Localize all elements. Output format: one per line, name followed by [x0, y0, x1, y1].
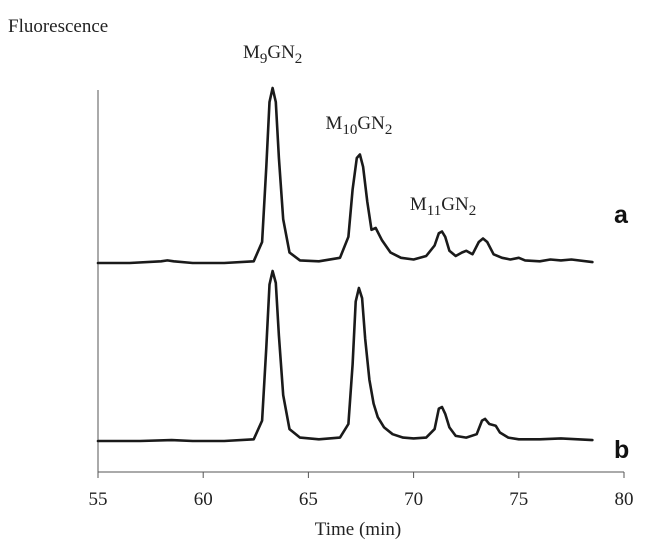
x-axis-tick-labels: 55 60 65 70 75 80 [89, 489, 634, 510]
x-axis-ticks [97, 472, 625, 478]
x-tick-label: 60 [194, 489, 213, 510]
peak-label: M9GN2 [243, 42, 302, 67]
peak-labels: M9GN2 M10GN2 M11GN2 [243, 42, 476, 219]
peak-label: M11GN2 [410, 194, 476, 219]
trace-a [96, 86, 594, 265]
x-tick-label: 65 [299, 489, 318, 510]
x-tick-label: 75 [509, 489, 528, 510]
x-axis-label: Time (min) [315, 519, 401, 540]
y-axis-label: Fluorescence [8, 16, 108, 37]
trace-b [96, 269, 594, 443]
trace-label-a: a [614, 201, 629, 229]
x-tick-label: 55 [89, 489, 108, 510]
x-tick-label: 70 [404, 489, 423, 510]
trace-label-b: b [614, 436, 629, 464]
peak-label: M10GN2 [325, 113, 392, 138]
trace-labels: ab [614, 201, 629, 464]
x-tick-label: 80 [615, 489, 634, 510]
chromatogram-traces [96, 86, 594, 443]
